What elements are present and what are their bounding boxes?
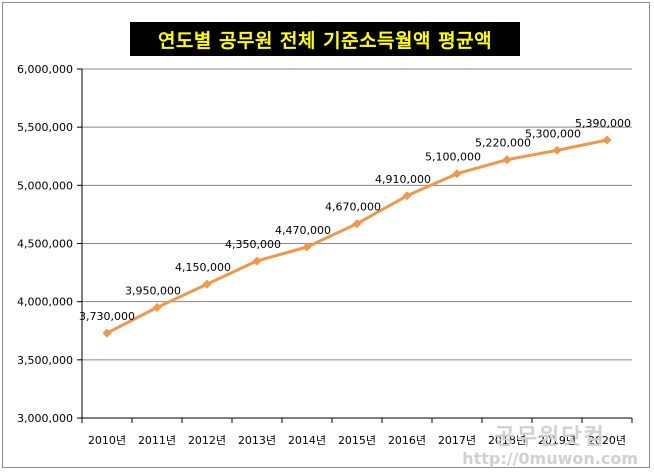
data-point [102, 328, 112, 338]
y-tick-label: 5,000,000 [17, 179, 73, 192]
y-tick-label: 4,500,000 [17, 238, 73, 251]
data-markers [102, 135, 612, 338]
x-tick-label: 2017년 [438, 434, 476, 447]
chart-title: 연도별 공무원 전체 기준소득월액 평균액 [157, 29, 493, 52]
data-label: 4,150,000 [175, 261, 231, 274]
y-tick-label: 3,500,000 [17, 354, 73, 367]
data-point [202, 279, 212, 289]
y-axis-tick-labels: 3,000,000 3,500,000 4,000,000 4,500,000 5,00… [17, 63, 73, 425]
chart-frame [2, 2, 650, 468]
x-tick-label: 2011년 [138, 434, 176, 447]
watermark-name: 공무원닷컴 [494, 425, 606, 450]
data-label: 4,670,000 [325, 201, 381, 214]
axes [77, 68, 633, 423]
x-tick-label: 2010년 [88, 434, 126, 447]
y-tick-label: 5,500,000 [17, 121, 73, 134]
data-labels: 3,730,000 3,950,000 4,150,000 4,350,0004,47… [79, 117, 631, 323]
data-point [602, 135, 612, 145]
data-point [252, 256, 262, 266]
y-tick-label: 3,000,000 [17, 412, 73, 425]
gridlines [82, 68, 632, 361]
data-label: 3,730,000 [79, 310, 135, 323]
x-axis-tick-labels: 2010년 2011년 2012년 2013년 2014년 2015년 2016년 2017년… [88, 434, 626, 447]
data-label: 4,470,000 [275, 224, 331, 237]
watermark-url: http://0muwon.com [462, 449, 638, 468]
data-label: 5,220,000 [475, 137, 531, 150]
chart-title-box: 연도별 공무원 전체 기준소득월액 평균액 [130, 22, 520, 56]
x-tick-label: 2014년 [288, 434, 326, 447]
data-point [152, 302, 162, 312]
x-tick-label: 2012년 [188, 434, 226, 447]
data-label: 5,100,000 [425, 151, 481, 164]
data-point [302, 242, 312, 252]
y-tick-label: 6,000,000 [17, 63, 73, 76]
watermark: 공무원닷컴 http://0muwon.com [462, 419, 638, 468]
data-point [452, 169, 462, 179]
x-tick-label: 2020년 [588, 434, 626, 447]
x-tick-label: 2018년 [488, 434, 526, 447]
data-label: 5,300,000 [525, 127, 581, 140]
data-point [352, 219, 362, 229]
data-label: 4,350,000 [225, 238, 281, 251]
series-line-path [106, 138, 608, 335]
data-label: 4,910,000 [375, 173, 431, 186]
y-tick-label: 4,000,000 [17, 296, 73, 309]
data-label: 3,950,000 [125, 284, 181, 297]
data-point [502, 155, 512, 165]
data-label: 5,390,000 [575, 117, 631, 130]
series-line [106, 138, 608, 335]
data-point [402, 191, 412, 201]
x-tick-label: 2013년 [238, 434, 276, 447]
x-tick-label: 2016년 [388, 434, 426, 447]
x-tick-label: 2019년 [538, 434, 576, 447]
x-tick-label: 2015년 [338, 434, 376, 447]
data-point [552, 145, 562, 155]
